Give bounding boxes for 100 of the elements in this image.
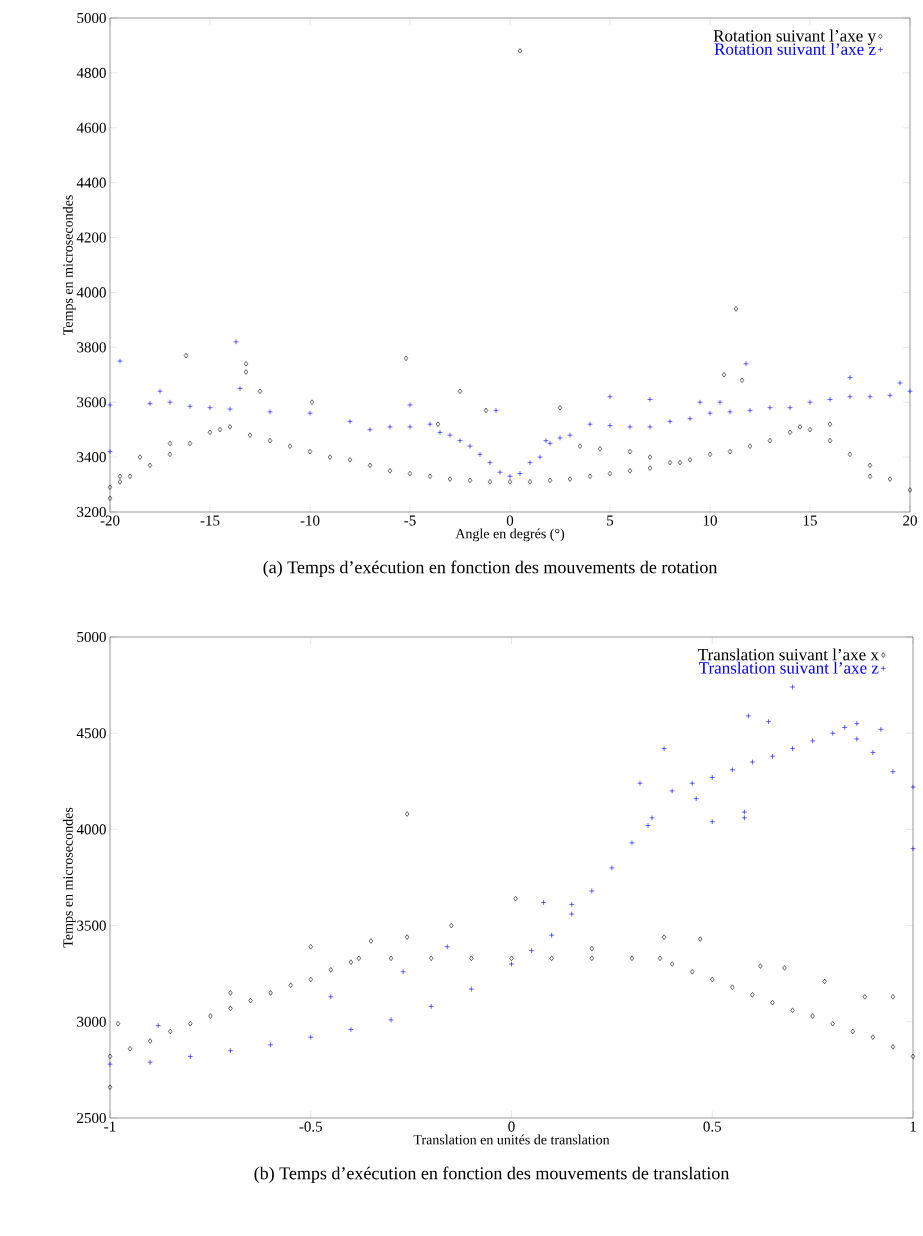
- point: [750, 992, 755, 998]
- point: [155, 1022, 161, 1029]
- point: [782, 965, 787, 971]
- point: [649, 815, 655, 821]
- point: [862, 994, 867, 1000]
- point: [629, 955, 635, 961]
- x-tick-label: 0.5: [703, 1121, 722, 1132]
- point: [609, 865, 615, 871]
- y-tick-label: 5000: [77, 631, 106, 643]
- point: [693, 795, 699, 802]
- point: [789, 684, 796, 690]
- point: [697, 399, 703, 405]
- x-tick-label: -15: [200, 515, 220, 526]
- x-axis-title: Translation en unités de translation: [413, 1134, 610, 1145]
- point: [548, 932, 555, 938]
- point: [809, 738, 816, 744]
- y-tick-label: 3400: [77, 452, 106, 463]
- point: [758, 963, 763, 969]
- point: [107, 1084, 113, 1090]
- point: [493, 407, 499, 414]
- point: [870, 1034, 875, 1040]
- point: [850, 1028, 855, 1035]
- x-axis-title: Angle en degrés (°): [455, 528, 565, 542]
- point: [689, 780, 695, 786]
- point: [308, 944, 313, 950]
- legend-label: Translation suivant l’axe z: [699, 661, 879, 674]
- point: [457, 437, 463, 444]
- x-tick-label: -10: [300, 515, 320, 526]
- point: [589, 945, 594, 952]
- point: [707, 410, 713, 416]
- point: [469, 955, 474, 961]
- point: [356, 955, 362, 961]
- point: [467, 443, 473, 449]
- point: [567, 432, 573, 438]
- point: [607, 422, 613, 429]
- point: [637, 780, 643, 786]
- point: [527, 459, 533, 466]
- point: [168, 1028, 173, 1035]
- point: [587, 421, 593, 427]
- point: [690, 969, 695, 975]
- point: [233, 339, 239, 345]
- point: [830, 1021, 835, 1027]
- point: [167, 399, 173, 405]
- y-tick-label: 4200: [76, 232, 106, 243]
- point: [749, 759, 756, 765]
- x-tick-label: -20: [100, 515, 120, 526]
- point: [830, 730, 836, 736]
- point: [647, 396, 653, 403]
- point: [444, 944, 450, 950]
- point: [745, 713, 752, 719]
- point: [237, 385, 243, 392]
- point: [308, 976, 313, 983]
- y-tick-label: 3600: [77, 397, 106, 408]
- point: [890, 1044, 896, 1050]
- point: [267, 409, 273, 415]
- point: [228, 1005, 233, 1012]
- y-tick-label: 5000: [77, 12, 106, 24]
- point: [687, 415, 693, 422]
- x-tick-label: 15: [803, 515, 817, 526]
- point: [368, 938, 374, 944]
- text: (b) Temps d’exécution en fonction des mouvements de translation: [254, 1166, 730, 1184]
- point: [115, 1021, 121, 1027]
- point: [227, 1047, 234, 1054]
- point: [807, 399, 813, 405]
- point: [727, 409, 733, 415]
- point: [854, 736, 860, 742]
- point: [388, 955, 394, 961]
- point: [248, 997, 253, 1004]
- point: [667, 418, 673, 425]
- x-tick-label: 0: [506, 515, 514, 526]
- point: [547, 440, 553, 447]
- point: [147, 1059, 153, 1065]
- point: [107, 1061, 113, 1067]
- point: [407, 402, 413, 408]
- point: [468, 986, 475, 992]
- point: [449, 922, 454, 929]
- point: [743, 361, 749, 367]
- point: [388, 1017, 394, 1023]
- point: [607, 394, 613, 400]
- point: [769, 753, 776, 759]
- point: [268, 990, 273, 996]
- point: [907, 388, 913, 394]
- point: [627, 424, 633, 430]
- point: [517, 470, 523, 477]
- point: [910, 784, 916, 790]
- point: [508, 961, 515, 967]
- point: [710, 976, 715, 983]
- point: [589, 888, 595, 894]
- point: [569, 911, 575, 917]
- point: [569, 901, 575, 908]
- point: [477, 451, 483, 458]
- point: [890, 994, 896, 1000]
- point: [647, 424, 653, 430]
- point: [107, 1053, 113, 1060]
- point: [147, 400, 153, 407]
- point: [188, 1021, 193, 1027]
- x-tick-label: -0.5: [299, 1121, 323, 1132]
- point: [507, 473, 513, 480]
- point: [842, 724, 848, 731]
- point: [670, 961, 675, 967]
